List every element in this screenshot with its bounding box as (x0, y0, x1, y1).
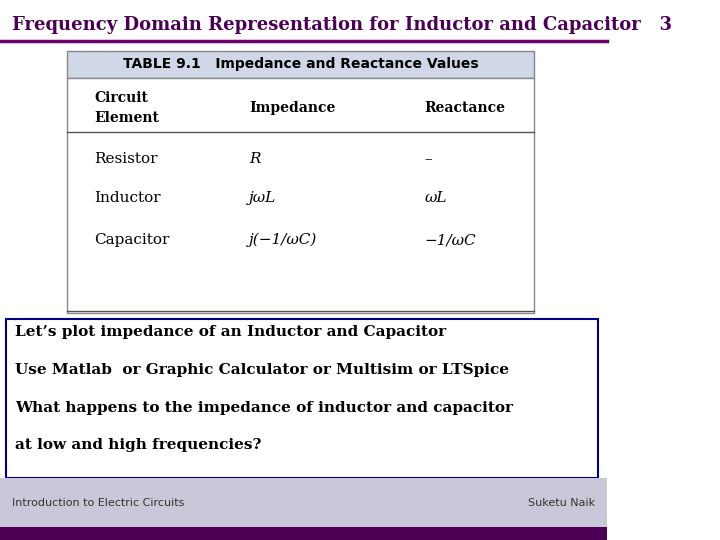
FancyBboxPatch shape (0, 478, 607, 526)
Text: Frequency Domain Representation for Inductor and Capacitor   3: Frequency Domain Representation for Indu… (12, 16, 672, 34)
Text: −1/ωC: −1/ωC (425, 233, 477, 247)
Text: at low and high frequencies?: at low and high frequencies? (15, 438, 261, 453)
FancyBboxPatch shape (0, 526, 607, 540)
Text: Introduction to Electric Circuits: Introduction to Electric Circuits (12, 498, 184, 508)
Text: Impedance: Impedance (249, 101, 336, 115)
Text: Inductor: Inductor (94, 191, 161, 205)
Text: Circuit
Element: Circuit Element (94, 91, 159, 125)
Text: Use Matlab  or Graphic Calculator or Multisim or LTSpice: Use Matlab or Graphic Calculator or Mult… (15, 363, 509, 377)
Text: j(−1/ωC): j(−1/ωC) (249, 233, 318, 247)
FancyBboxPatch shape (6, 319, 598, 478)
Text: What happens to the impedance of inductor and capacitor: What happens to the impedance of inducto… (15, 401, 513, 415)
Text: –: – (425, 152, 433, 166)
Text: Reactance: Reactance (425, 101, 505, 115)
Text: jωL: jωL (249, 191, 276, 205)
Text: ωL: ωL (425, 191, 447, 205)
Text: TABLE 9.1   Impedance and Reactance Values: TABLE 9.1 Impedance and Reactance Values (122, 57, 478, 71)
Text: Resistor: Resistor (94, 152, 158, 166)
FancyBboxPatch shape (67, 78, 534, 313)
Text: Let’s plot impedance of an Inductor and Capacitor: Let’s plot impedance of an Inductor and … (15, 325, 446, 339)
Text: Capacitor: Capacitor (94, 233, 169, 247)
Text: R: R (249, 152, 261, 166)
FancyBboxPatch shape (67, 51, 534, 78)
Text: Suketu Naik: Suketu Naik (528, 498, 595, 508)
